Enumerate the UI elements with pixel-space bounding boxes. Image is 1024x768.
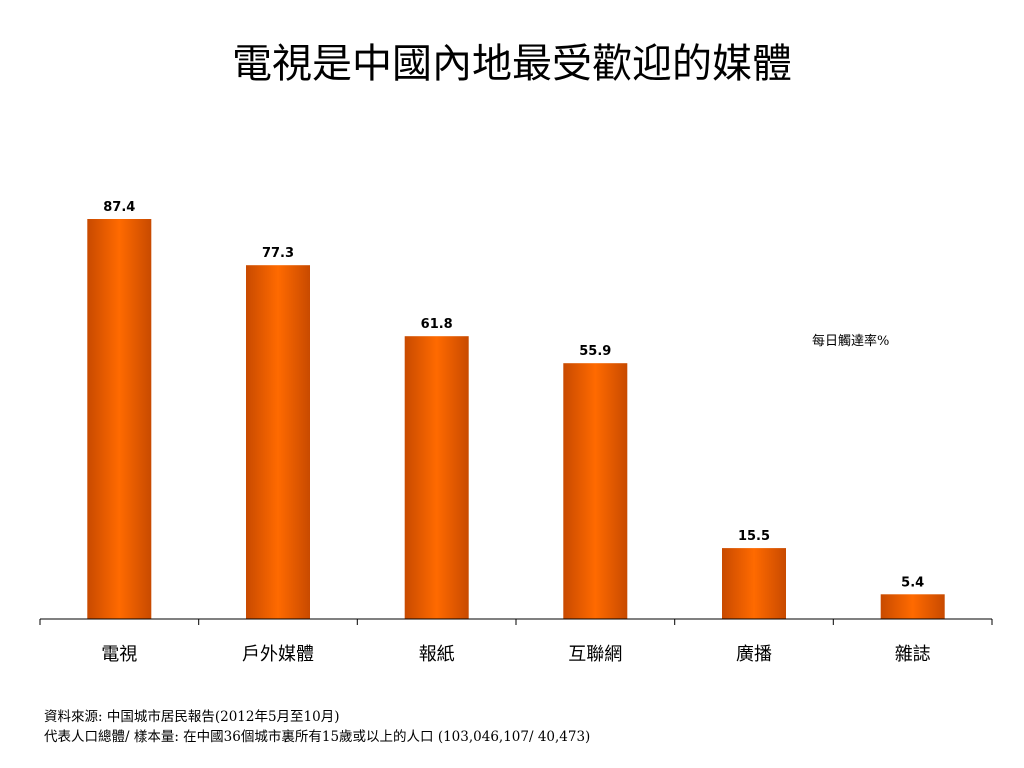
bar-4 (722, 548, 786, 619)
data-label-4: 15.5 (738, 529, 770, 544)
category-label-4: 廣播 (736, 644, 772, 665)
bar-2 (404, 336, 469, 619)
category-label-0: 電視 (101, 644, 137, 665)
data-label-1: 77.3 (262, 246, 294, 261)
bar-3 (563, 363, 628, 619)
category-label-1: 戶外媒體 (242, 644, 314, 665)
data-label-0: 87.4 (103, 200, 135, 215)
bar-1 (246, 265, 310, 619)
bar-5 (880, 594, 945, 619)
x-axis (39, 618, 993, 625)
labels-group: 87.4 電視 77.3 戶外媒體 61.8 報紙 55.9 互聯網 15.5 廣播 5.4 雜誌 (101, 200, 930, 665)
data-label-3: 55.9 (579, 344, 611, 359)
footnote-source: 資料來源: 中国城市居民報告(2012年5月至10月) (44, 709, 340, 725)
bar-0 (87, 219, 152, 619)
footnote-sample: 代表人口總體/ 樣本量: 在中國36個城市裏所有15歲或以上的人口 (103,0… (44, 729, 591, 745)
series-label: 每日觸達率% (812, 334, 890, 349)
data-label-5: 5.4 (901, 575, 924, 590)
category-label-5: 雜誌 (895, 644, 931, 665)
data-label-2: 61.8 (421, 317, 453, 332)
bars-group (87, 219, 945, 619)
category-label-3: 互聯網 (568, 644, 622, 665)
category-label-2: 報紙 (419, 644, 455, 665)
slide-title: 電視是中國內地最受歡迎的媒體 (232, 41, 792, 87)
